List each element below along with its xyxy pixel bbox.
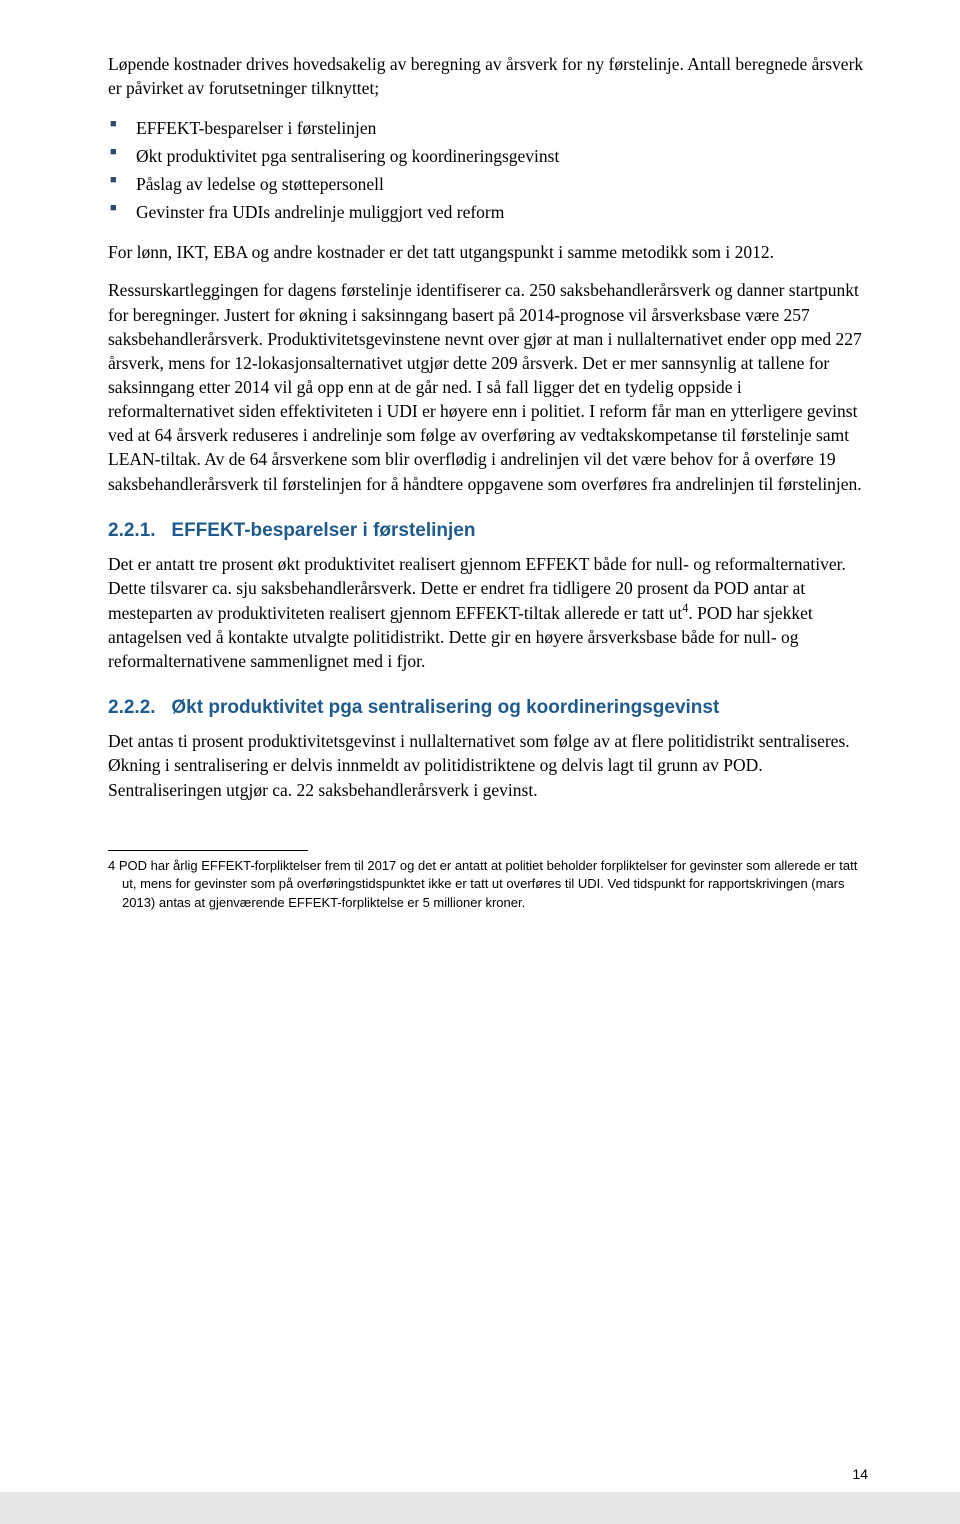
bullet-item: EFFEKT-besparelser i førstelinjen <box>108 114 868 142</box>
heading-text: EFFEKT-besparelser i førstelinjen <box>171 520 475 541</box>
bottom-bar <box>0 1492 960 1524</box>
bullet-item: Økt produktivitet pga sentralisering og … <box>108 142 868 170</box>
footnote-4: 4 POD har årlig EFFEKT-forpliktelser fre… <box>108 857 868 914</box>
paragraph-222: Det antas ti prosent produktivitetsgevin… <box>108 729 868 801</box>
heading-number: 2.2.1. <box>108 520 156 541</box>
heading-number: 2.2.2. <box>108 697 156 718</box>
bullet-item: Påslag av ledelse og støttepersonell <box>108 170 868 198</box>
paragraph-221: Det er antatt tre prosent økt produktivi… <box>108 552 868 674</box>
section-heading-221: 2.2.1. EFFEKT-besparelser i førstelinjen <box>108 520 868 542</box>
section-heading-222: 2.2.2. Økt produktivitet pga sentraliser… <box>108 697 868 719</box>
bullet-list: EFFEKT-besparelser i førstelinjen Økt pr… <box>108 114 868 226</box>
bullet-item: Gevinster fra UDIs andrelinje muliggjort… <box>108 198 868 226</box>
footnote-text: POD har årlig EFFEKT-forpliktelser frem … <box>119 858 857 911</box>
intro-paragraph-1: Løpende kostnader drives hovedsakelig av… <box>108 52 868 100</box>
page-content: Løpende kostnader drives hovedsakelig av… <box>0 0 960 953</box>
page-number: 14 <box>852 1466 868 1482</box>
intro-paragraph-3: Ressurskartleggingen for dagens førsteli… <box>108 278 868 495</box>
footnote-rule <box>108 850 308 851</box>
footnote-number: 4 <box>108 858 115 873</box>
heading-text: Økt produktivitet pga sentralisering og … <box>171 697 719 718</box>
intro-paragraph-2: For lønn, IKT, EBA og andre kostnader er… <box>108 240 868 264</box>
